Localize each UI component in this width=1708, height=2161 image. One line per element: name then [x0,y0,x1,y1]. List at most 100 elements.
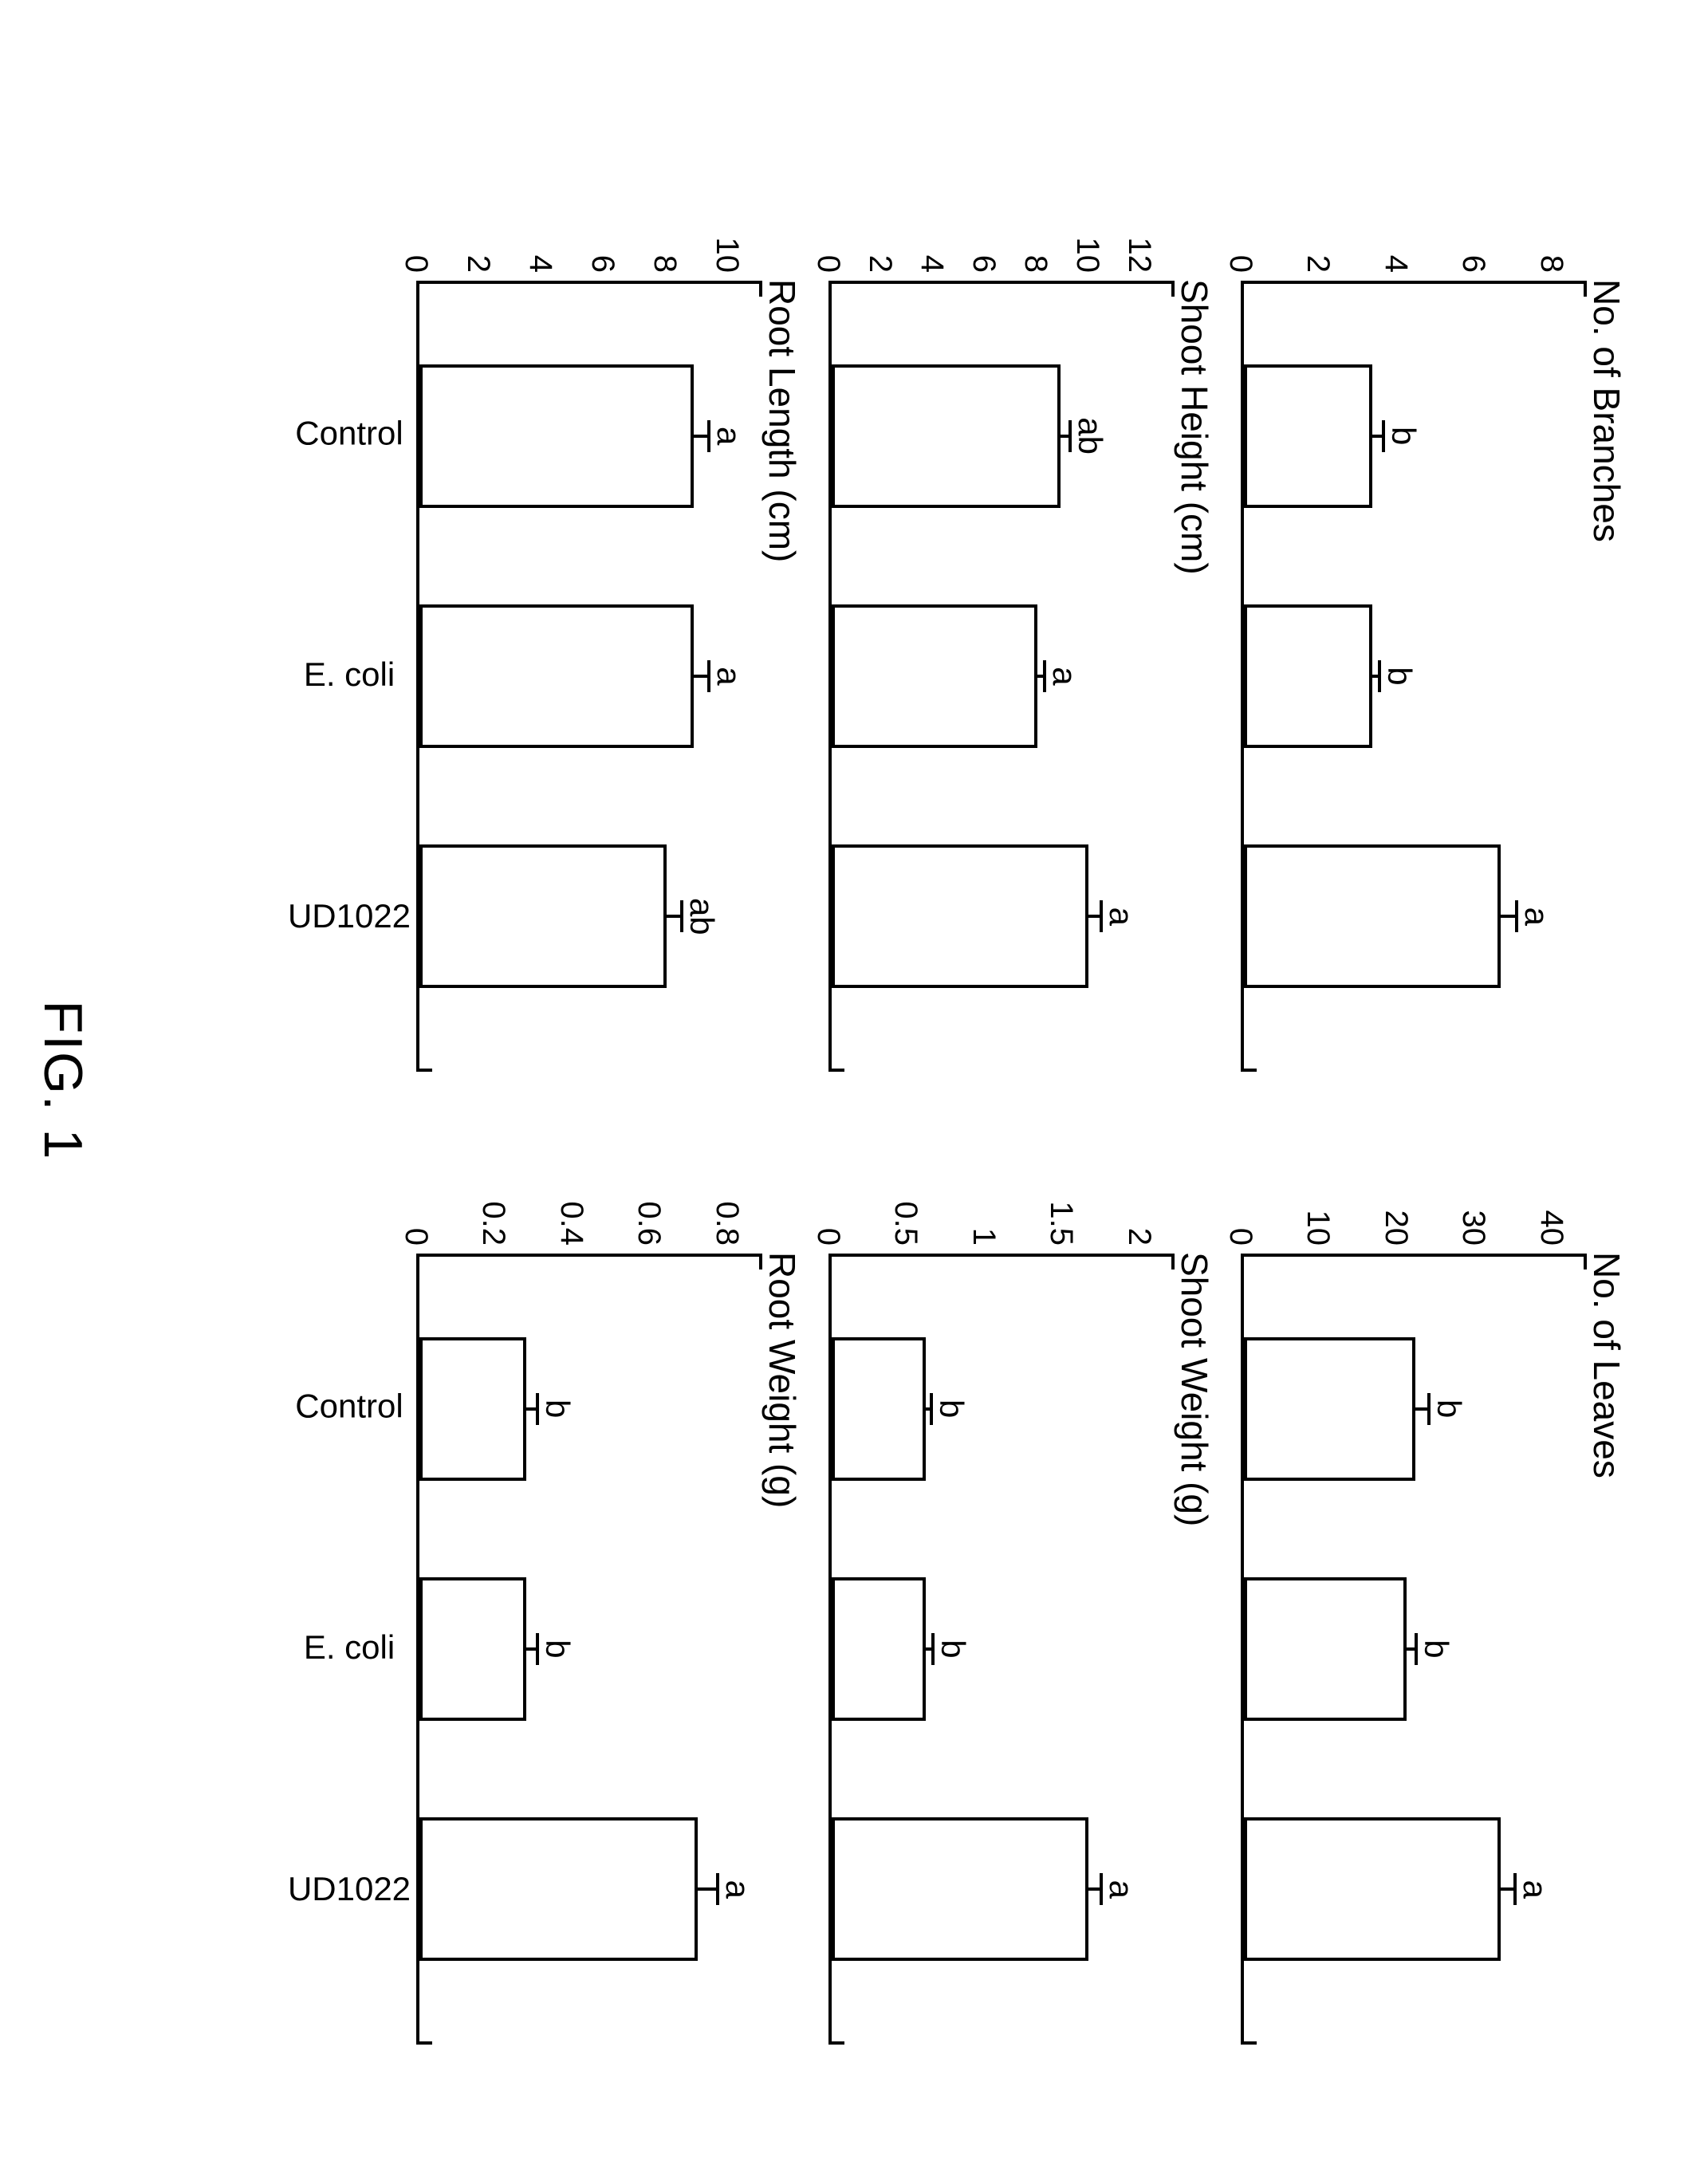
bar-group: a [419,596,759,756]
y-tick: 1.5 [1046,1201,1078,1246]
panel-title: No. of Leaves [1585,1252,1628,2041]
plot-area: a a ab [416,281,759,1069]
x-tick-label: UD1022 [273,836,416,996]
plot-area: ab a a [828,281,1171,1069]
y-tick: 40 [1536,1210,1568,1246]
panel-shoot_height: Shoot Height (cm)121086420abaaControlE. … [828,207,1216,1069]
error-bar [1061,420,1072,452]
y-tick: 10 [1072,238,1104,274]
bar-group: a [832,596,1171,756]
significance-label: a [713,427,746,445]
error-bar [1415,1393,1431,1425]
error-bar [1037,660,1046,692]
x-tick-label: Control [273,353,416,513]
error-bar [667,900,684,932]
panel-title: No. of Branches [1585,279,1628,1069]
x-tick-label: E. coli [273,595,416,754]
y-tick: 12 [1124,238,1155,274]
bar [832,364,1061,508]
bar [1244,604,1372,748]
error-bar [1501,1873,1517,1905]
plot-area: bba [1241,1254,1584,2041]
x-tick-label: E. coli [273,1568,416,1727]
significance-label: b [935,1399,968,1418]
bar-group: a [1244,836,1584,996]
error-bar [698,1873,719,1905]
bar-group: a [419,1809,759,1969]
y-axis: 21.510.50 [828,1180,1171,1254]
plot: 21.510.50bba [828,1180,1171,2041]
y-tick: 2 [462,255,494,273]
figure-label: FIG. 1 [32,1001,94,1161]
x-axis: Control E. coli UD1022 [273,281,416,1069]
y-tick: 0.2 [478,1201,510,1246]
y-tick: 4 [525,255,557,273]
y-tick: 1 [968,1228,1000,1246]
error-bar [694,660,711,692]
panel-leaves: No. of Leaves403020100bbaControlE. coliU… [1240,1180,1628,2041]
y-tick: 2 [1303,255,1335,273]
bar-group: ab [832,356,1171,516]
y-tick: 6 [1458,255,1490,273]
y-tick: 8 [1020,255,1052,273]
panel-root_length: Root Length (cm)1086420aaabControlE. col… [273,207,804,1069]
y-axis: 403020100 [1241,1180,1584,1254]
significance-label: b [1383,667,1416,685]
bar-group: a [419,356,759,516]
plot: 86420bba [1241,207,1584,1069]
bar-group: a [832,836,1171,996]
significance-label: a [713,667,746,685]
y-tick: 10 [711,238,743,274]
bar-group: a [1244,1809,1584,1969]
error-bar [694,420,711,452]
error-bar [1089,1873,1103,1905]
significance-label: a [1520,907,1553,926]
error-bar [1089,900,1104,932]
y-tick: 2 [864,255,896,273]
error-bar [1501,900,1519,932]
bar [419,844,667,988]
y-axis: 0.80.60.40.20 [416,1180,759,1254]
y-axis: 1086420 [416,207,759,281]
y-tick: 0.8 [711,1201,743,1246]
bar-group: b [1244,1569,1584,1729]
y-tick: 0 [400,1228,432,1246]
x-tick-label: Control [273,1326,416,1486]
significance-label: a [1104,907,1138,926]
rotated-figure: No. of Branches86420bbaControlE. coliUD1… [0,0,1708,2161]
bar [419,604,694,748]
panel-branches: No. of Branches86420bbaControlE. coliUD1… [1240,207,1628,1069]
plot: 0.80.60.40.20bba [416,1180,759,2041]
y-tick: 10 [1303,1210,1335,1246]
bar [419,364,694,508]
panel-title: Root Weight (g) [761,1252,804,2041]
plot-area: b b a [828,1254,1171,2041]
bar-group: a [832,1809,1171,1969]
bar [832,1577,926,1721]
significance-label: b [1432,1399,1466,1418]
y-axis: 121086420 [828,207,1171,281]
significance-label: a [1048,667,1081,685]
bar [832,1817,1089,1961]
y-tick: 0 [1225,1228,1257,1246]
y-tick: 0 [813,1228,844,1246]
bar [1244,1817,1501,1961]
plot: 403020100bba [1241,1180,1584,2041]
bar-group: b [832,1569,1171,1729]
bar-group: b [832,1329,1171,1489]
panel-title: Root Length (cm) [761,279,804,1069]
panel-title: Shoot Height (cm) [1173,279,1216,1069]
bar [832,1337,926,1481]
plot: 121086420abaa [828,207,1171,1069]
y-tick: 0 [1225,255,1257,273]
bar [1244,364,1372,508]
error-bar [1407,1633,1418,1665]
significance-label: ab [685,898,718,935]
significance-label: b [936,1639,970,1658]
error-bar [526,1393,539,1425]
panel-shoot_weight: Shoot Weight (g)21.510.50bbaControlE. co… [828,1180,1216,2041]
bar-group: b [1244,596,1584,756]
plot-area: bba [416,1254,759,2041]
bar [832,604,1037,748]
bar-group: b [419,1329,759,1489]
